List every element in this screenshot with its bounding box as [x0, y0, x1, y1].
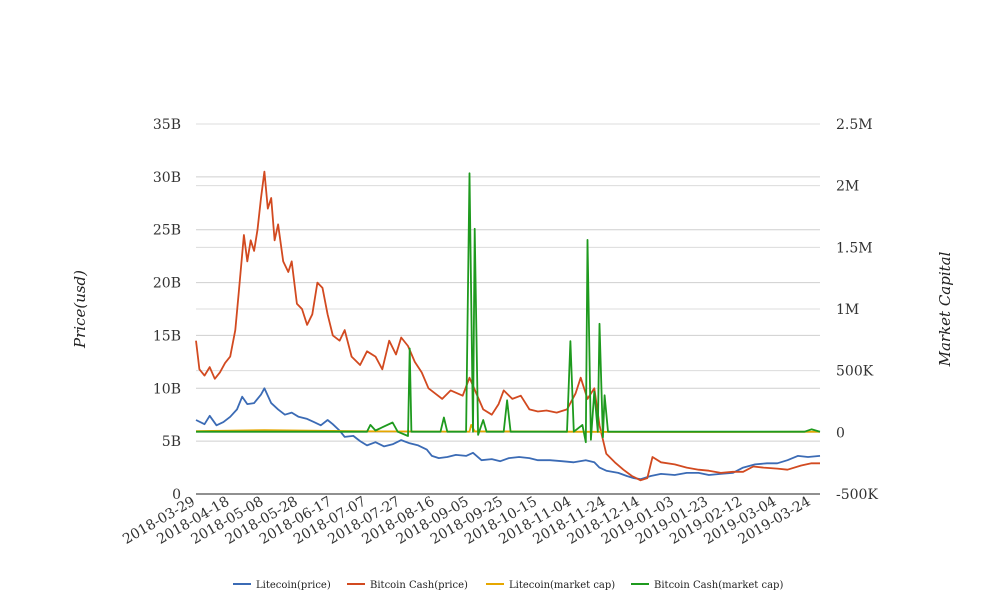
right-axis-ticks: -500K 0 500K 1M 1.5M 2M 2.5M — [836, 117, 878, 503]
series-line-bitcoin-cash-price — [195, 170, 820, 482]
legend-label: Litecoin(price) — [256, 580, 331, 591]
right-tick-label: -500K — [836, 487, 878, 503]
right-tick-label: 2M — [836, 179, 859, 195]
left-tick-label: 0 — [172, 487, 181, 503]
series-layer — [195, 170, 821, 482]
legend-label: Bitcoin Cash(market cap) — [654, 580, 783, 591]
left-tick-label: 20B — [153, 276, 181, 292]
x-axis-ticks: 2018-03-292018-04-182018-05-082018-05-28… — [120, 494, 813, 548]
legend: Litecoin(price) Bitcoin Cash(price) Liteco… — [233, 580, 783, 591]
left-axis-title: Price(usd) — [71, 270, 89, 349]
legend-item-bitcoin-cash-price: Bitcoin Cash(price) — [347, 580, 468, 591]
legend-item-litecoin-market-cap: Litecoin(market cap) — [486, 580, 615, 591]
legend-item-bitcoin-cash-market-cap: Bitcoin Cash(market cap) — [631, 580, 783, 591]
left-tick-label: 30B — [153, 170, 181, 186]
right-tick-label: 1M — [836, 302, 859, 318]
gridlines — [196, 123, 820, 442]
left-tick-label: 15B — [153, 328, 181, 344]
series-line-litecoin-price — [195, 387, 821, 481]
legend-label: Bitcoin Cash(price) — [370, 580, 468, 591]
left-axis-ticks: 0 5B 10B 15B 20B 25B 30B 35B — [153, 117, 181, 503]
legend-label: Litecoin(market cap) — [509, 580, 615, 591]
legend-item-litecoin-price: Litecoin(price) — [233, 580, 331, 591]
left-tick-label: 10B — [153, 381, 181, 397]
left-tick-label: 5B — [162, 434, 181, 450]
right-tick-label: 2.5M — [836, 117, 873, 133]
right-tick-label: 0 — [836, 425, 845, 441]
right-tick-label: 1.5M — [836, 240, 873, 256]
right-axis-title: Market Capital — [936, 251, 954, 367]
right-tick-label: 500K — [836, 364, 874, 380]
left-tick-label: 25B — [153, 223, 181, 239]
series-line-bitcoin-cash-market-cap — [196, 172, 821, 444]
left-tick-label: 35B — [153, 117, 181, 133]
